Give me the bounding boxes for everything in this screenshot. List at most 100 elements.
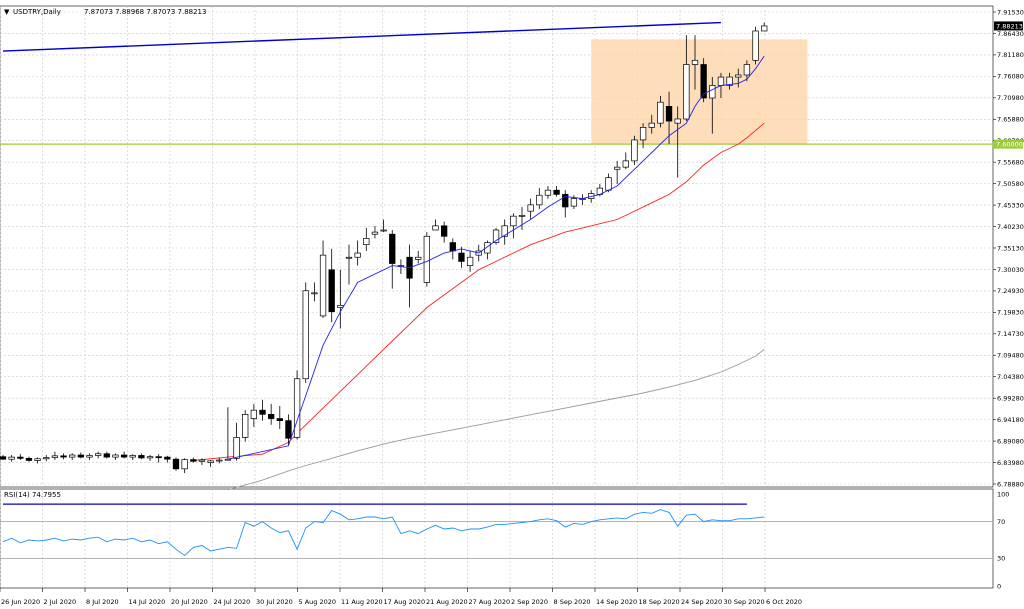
candle-body bbox=[466, 256, 474, 266]
chevron-down-icon[interactable]: ▼ bbox=[4, 8, 10, 16]
date-tick-label: 8 Jul 2020 bbox=[86, 598, 119, 606]
candle-body bbox=[622, 160, 629, 168]
date-tick-label: 14 Jul 2020 bbox=[129, 598, 166, 606]
candle-body bbox=[242, 414, 249, 438]
date-tick-label: 8 Sep 2020 bbox=[554, 598, 591, 606]
date-axis: 26 Jun 2020 2 Jul 2020 8 Jul 2020 14 Jul 20… bbox=[0, 588, 802, 606]
candle-body bbox=[717, 76, 725, 86]
trend-line bbox=[2, 21, 721, 52]
date-tick-label: 30 Sep 2020 bbox=[724, 598, 765, 606]
candle-body bbox=[449, 242, 456, 252]
candle-body bbox=[155, 456, 162, 459]
date-tick-label: 2 Jul 2020 bbox=[44, 598, 77, 606]
date-tick-label: 2 Sep 2020 bbox=[511, 598, 548, 606]
candle-body bbox=[69, 454, 76, 458]
candles bbox=[0, 22, 768, 474]
candle-body bbox=[735, 74, 742, 78]
candle-body bbox=[198, 459, 206, 462]
candle-body bbox=[631, 139, 638, 162]
candle-body bbox=[700, 64, 707, 99]
level-price-tag: 7.60000 bbox=[994, 139, 1023, 149]
date-tick-label: 26 Jun 2020 bbox=[1, 598, 40, 606]
highlight-zone bbox=[591, 39, 808, 145]
candle-body bbox=[639, 126, 647, 141]
price-tick-label: 7.76080 bbox=[997, 73, 1024, 81]
candle-body bbox=[60, 455, 67, 458]
candle-body bbox=[709, 85, 716, 99]
price-tick-label: 7.91530 bbox=[997, 8, 1024, 16]
candle-body bbox=[0, 456, 7, 460]
candle-body bbox=[657, 101, 664, 124]
candle-body bbox=[345, 256, 353, 259]
price-tick-label: 7.55680 bbox=[997, 158, 1024, 166]
price-axis: 7.91530 7.86430 7.81180 7.76080 7.70980 7.658… bbox=[993, 8, 1024, 488]
candle-body bbox=[233, 437, 240, 459]
price-tick-label: 6.99280 bbox=[997, 394, 1024, 402]
candle-body bbox=[691, 59, 699, 65]
price-tick-label: 6.94180 bbox=[997, 416, 1024, 424]
rsi-line bbox=[2, 509, 765, 557]
candle-body bbox=[34, 458, 41, 461]
candle-body bbox=[293, 378, 301, 438]
date-tick-label: 27 Aug 2020 bbox=[469, 598, 511, 606]
rsi-axis: 100 70 30 0 bbox=[997, 490, 1009, 590]
candle-body bbox=[683, 64, 690, 120]
candle-body bbox=[432, 225, 439, 231]
candle-body bbox=[544, 189, 552, 196]
candle-body bbox=[441, 225, 448, 237]
date-tick-label: 20 Jul 2020 bbox=[171, 598, 208, 606]
rsi-panel bbox=[0, 488, 994, 589]
candle-body bbox=[268, 414, 275, 419]
candle-body bbox=[492, 229, 500, 243]
candle-body bbox=[311, 292, 318, 295]
rsi-title: RSI(14) 74.7955 bbox=[4, 491, 61, 499]
candle-body bbox=[138, 455, 145, 459]
price-tick-label: 7.45330 bbox=[997, 201, 1024, 209]
price-tick-label: 7.81180 bbox=[997, 51, 1024, 59]
date-tick-label: 17 Aug 2020 bbox=[384, 598, 426, 606]
candle-body bbox=[570, 198, 578, 207]
price-tick-label: 7.24930 bbox=[997, 287, 1024, 295]
candle-body bbox=[120, 454, 128, 458]
date-tick-label: 11 Aug 2020 bbox=[341, 598, 383, 606]
candle-body bbox=[302, 290, 309, 380]
chart-symbol: USDTRY,Daily bbox=[13, 8, 61, 16]
candle-body bbox=[562, 194, 569, 208]
price-tick-label: 7.65880 bbox=[997, 116, 1024, 124]
candle-body bbox=[112, 454, 119, 458]
rsi-tick-label: 30 bbox=[997, 555, 1005, 563]
candle-body bbox=[510, 215, 517, 227]
candle-body bbox=[17, 456, 24, 459]
price-tick-label: 6.78880 bbox=[997, 480, 1024, 488]
candle-body bbox=[190, 459, 197, 462]
candle-body bbox=[43, 457, 50, 460]
price-tick-label: 7.50580 bbox=[997, 180, 1024, 188]
candle-body bbox=[665, 106, 673, 122]
candle-body bbox=[458, 252, 465, 262]
date-tick-label: 18 Sep 2020 bbox=[639, 598, 680, 606]
rsi-grid bbox=[0, 489, 993, 588]
candle-body bbox=[726, 76, 733, 86]
candle-body bbox=[674, 118, 681, 124]
candle-body bbox=[536, 194, 543, 206]
candle-body bbox=[761, 25, 768, 32]
date-tick-label: 24 Jul 2020 bbox=[214, 598, 251, 606]
candle-body bbox=[276, 418, 283, 421]
date-tick-label: 24 Sep 2020 bbox=[681, 598, 722, 606]
candle-body bbox=[77, 454, 85, 458]
candle-body bbox=[319, 254, 327, 317]
candle-body bbox=[224, 458, 232, 461]
chart-ohlc: 7.87073 7.88968 7.87073 7.88213 bbox=[84, 8, 206, 16]
ma-slow-line bbox=[227, 349, 765, 491]
candle-body bbox=[285, 420, 292, 439]
candle-body bbox=[518, 214, 526, 217]
level-price-label: 7.60000 bbox=[996, 140, 1023, 148]
price-tick-label: 7.30030 bbox=[997, 266, 1024, 274]
candle-body bbox=[553, 189, 560, 195]
candle-body bbox=[94, 453, 102, 456]
price-tick-label: 7.40230 bbox=[997, 223, 1024, 231]
ma-mid-line bbox=[193, 122, 765, 461]
candle-body bbox=[181, 459, 188, 470]
date-tick-label: 14 Sep 2020 bbox=[596, 598, 637, 606]
